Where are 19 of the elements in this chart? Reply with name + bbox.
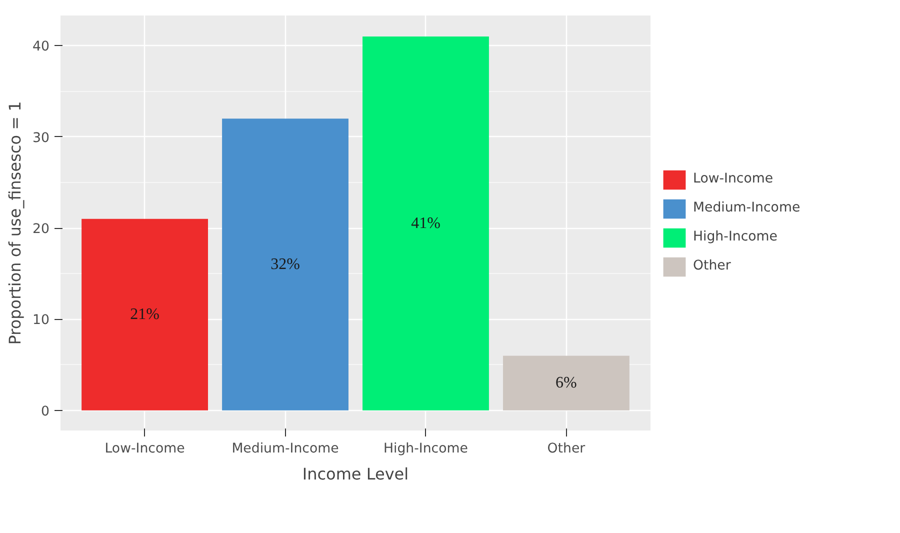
legend-label: Low-Income — [693, 172, 774, 186]
x-tick-label: Medium-Income — [232, 442, 339, 456]
x-tick-label: Low-Income — [104, 442, 185, 456]
y-tick-label: 10 — [32, 313, 50, 328]
x-axis-title: Income Level — [302, 464, 409, 484]
data-label: 41% — [411, 214, 440, 232]
y-tick-label: 30 — [32, 130, 50, 146]
legend-label: High-Income — [693, 230, 778, 244]
y-tick-label: 40 — [32, 40, 50, 55]
data-label: 21% — [130, 306, 160, 324]
y-axis-title: Proportion of use_finsesco = 1 — [6, 101, 25, 345]
y-tick-label: 20 — [32, 222, 50, 238]
x-tick-label: Other — [547, 442, 586, 456]
legend-label: Medium-Income — [693, 200, 800, 216]
y-tick-label: 0 — [41, 404, 50, 420]
x-tick-label: High-Income — [383, 442, 468, 456]
data-label: 32% — [270, 256, 300, 273]
data-label: 6% — [556, 374, 577, 392]
legend-label: Other — [693, 258, 731, 274]
